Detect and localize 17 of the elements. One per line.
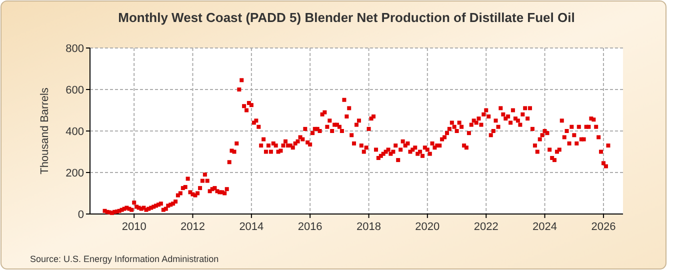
x-tick-label: 2012 [180,221,205,233]
source-note: Source: U.S. Energy Information Administration [30,254,219,264]
y-axis-title: Thousand Barrels [39,87,51,174]
x-tick-label: 2026 [591,221,616,233]
x-tick-label: 2020 [415,221,440,233]
x-tick-label: 2024 [532,221,558,233]
x-tick-label: 2022 [474,221,498,233]
y-tick-label: 200 [66,168,84,180]
x-tick-label: 2018 [356,221,382,233]
x-tick-label: 2016 [298,221,322,233]
chart-title: Monthly West Coast (PADD 5) Blender Net Production of Distillate Fuel Oil [118,10,575,25]
x-tick-label: 2014 [239,221,264,233]
y-tick-label: 0 [78,209,84,221]
y-tick-label: 800 [66,43,84,55]
y-tick-label: 600 [66,84,84,96]
y-tick-label: 400 [66,126,84,138]
x-tick-label: 2010 [122,221,146,233]
